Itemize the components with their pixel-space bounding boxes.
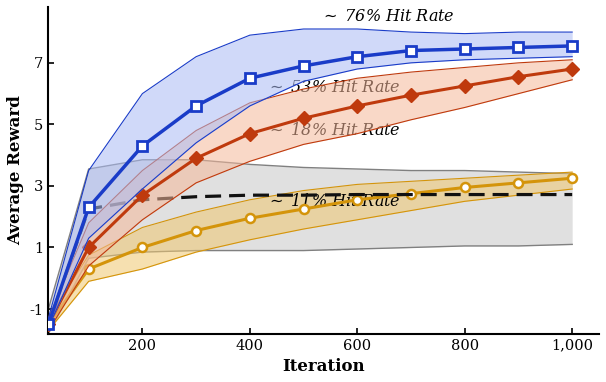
Text: $\sim$ 18% Hit Rate: $\sim$ 18% Hit Rate [266,122,401,139]
Y-axis label: Average Reward: Average Reward [7,96,24,246]
Text: $\sim$ 11% Hit Rate: $\sim$ 11% Hit Rate [266,193,401,210]
Text: $\sim$ 76% Hit Rate: $\sim$ 76% Hit Rate [320,8,454,25]
X-axis label: Iteration: Iteration [282,358,365,375]
Text: $\sim$ 53% Hit Rate: $\sim$ 53% Hit Rate [266,79,401,96]
